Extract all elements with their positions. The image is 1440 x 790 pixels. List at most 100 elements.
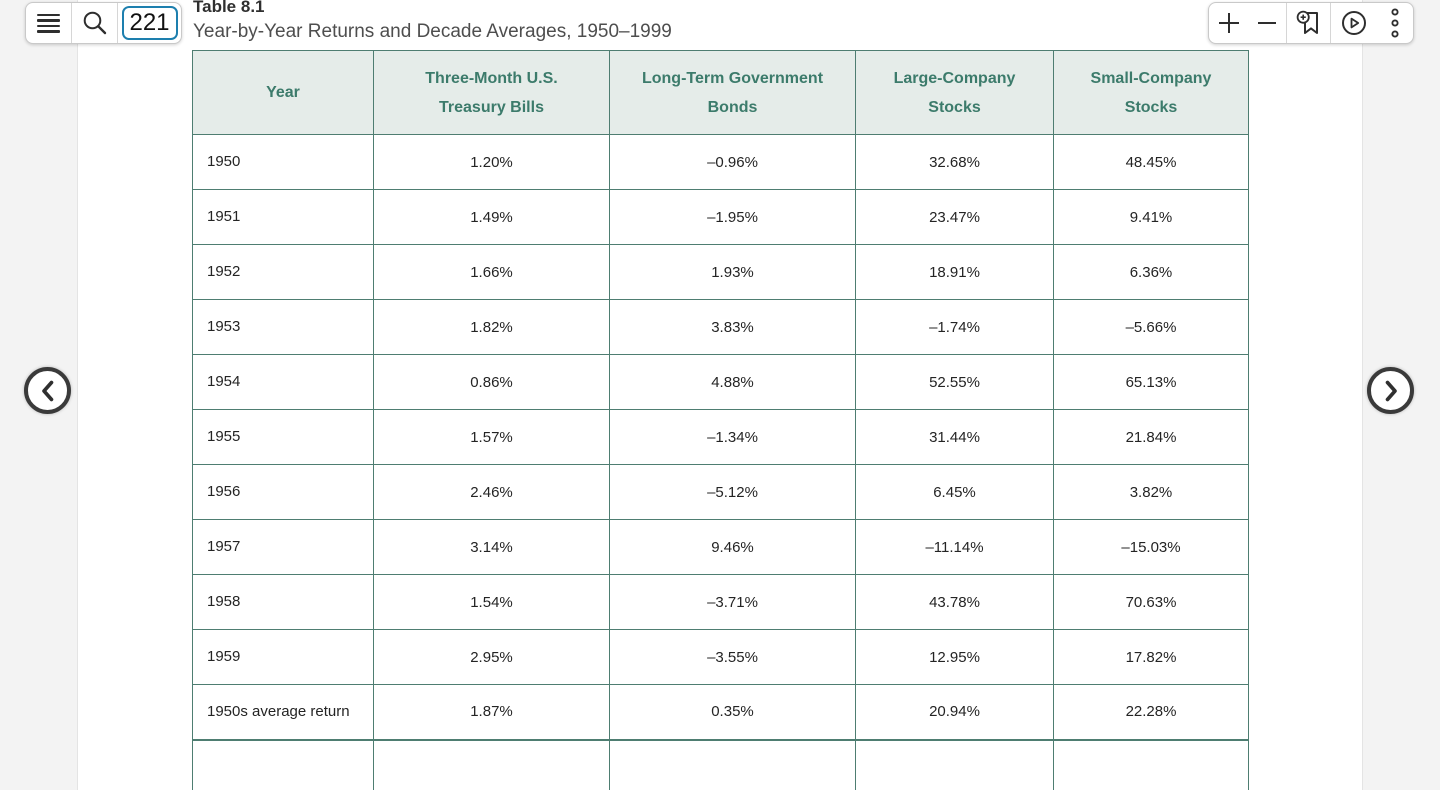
hamburger-icon bbox=[37, 13, 60, 33]
read-aloud-button[interactable] bbox=[1331, 3, 1378, 43]
column-header: Year bbox=[192, 50, 374, 135]
year-cell: 1951 bbox=[192, 189, 374, 245]
small-stock-cell: 17.82% bbox=[1053, 629, 1249, 685]
small-stock-cell: –5.66% bbox=[1053, 299, 1249, 355]
tbill-cell: 1.57% bbox=[373, 409, 610, 465]
table-row: 1953 1.82% 3.83% –1.74% –5.66% bbox=[192, 299, 1249, 355]
zoom-in-button[interactable] bbox=[1209, 3, 1249, 43]
year-cell: 1957 bbox=[192, 519, 374, 575]
large-stock-cell: 23.47% bbox=[855, 189, 1054, 245]
column-header: Long-Term Government Bonds bbox=[609, 50, 856, 135]
document-heading: Table 8.1 Year-by-Year Returns and Decad… bbox=[193, 0, 672, 45]
small-stock-cell bbox=[1053, 739, 1249, 790]
large-stock-cell: –1.74% bbox=[855, 299, 1054, 355]
chevron-left-icon bbox=[41, 380, 53, 401]
table-label: Table 8.1 bbox=[193, 0, 265, 16]
tbill-cell: 1.54% bbox=[373, 574, 610, 630]
large-stock-cell: 12.95% bbox=[855, 629, 1054, 685]
magnifier-icon bbox=[83, 11, 106, 35]
small-stock-cell: –15.03% bbox=[1053, 519, 1249, 575]
year-cell: 1952 bbox=[192, 244, 374, 300]
toolbar-divider bbox=[117, 3, 118, 43]
tbill-cell: 1.49% bbox=[373, 189, 610, 245]
tbill-cell: 1.82% bbox=[373, 299, 610, 355]
table-row: 1958 1.54% –3.71% 43.78% 70.63% bbox=[192, 574, 1249, 630]
returns-table: Year Three-Month U.S. Treasury Bills Long-… bbox=[192, 50, 1249, 790]
tbill-cell: 2.95% bbox=[373, 629, 610, 685]
table-row: 1957 3.14% 9.46% –11.14% –15.03% bbox=[192, 519, 1249, 575]
small-stock-cell: 21.84% bbox=[1053, 409, 1249, 465]
search-button[interactable] bbox=[72, 3, 117, 43]
year-cell: 1950 bbox=[192, 134, 374, 190]
tbill-cell: 3.14% bbox=[373, 519, 610, 575]
gov-bond-cell: –3.55% bbox=[609, 629, 856, 685]
table-row: 1950 1.20% –0.96% 32.68% 48.45% bbox=[192, 134, 1249, 190]
toolbar-divider bbox=[1286, 3, 1288, 43]
year-cell: 1950s average return bbox=[192, 684, 374, 741]
zoom-out-button[interactable] bbox=[1249, 3, 1287, 43]
gov-bond-cell: 1.93% bbox=[609, 244, 856, 300]
small-stock-cell: 22.28% bbox=[1053, 684, 1249, 741]
year-cell: 1956 bbox=[192, 464, 374, 520]
year-cell: 1958 bbox=[192, 574, 374, 630]
small-stock-cell: 70.63% bbox=[1053, 574, 1249, 630]
more-options-button[interactable] bbox=[1377, 3, 1413, 43]
table-row bbox=[192, 739, 1249, 790]
table-body: 1950 1.20% –0.96% 32.68% 48.45% 1951 1.4… bbox=[192, 134, 1249, 790]
table-row: 1954 0.86% 4.88% 52.55% 65.13% bbox=[192, 354, 1249, 410]
small-stock-cell: 48.45% bbox=[1053, 134, 1249, 190]
gov-bond-cell: –5.12% bbox=[609, 464, 856, 520]
small-stock-cell: 6.36% bbox=[1053, 244, 1249, 300]
gov-bond-cell bbox=[609, 739, 856, 790]
next-page-button[interactable] bbox=[1367, 367, 1414, 414]
large-stock-cell: 43.78% bbox=[855, 574, 1054, 630]
add-bookmark-button[interactable] bbox=[1287, 3, 1330, 43]
kebab-menu-icon bbox=[1391, 8, 1399, 38]
year-cell bbox=[192, 739, 374, 790]
large-stock-cell: –11.14% bbox=[855, 519, 1054, 575]
large-stock-cell: 31.44% bbox=[855, 409, 1054, 465]
year-cell: 1954 bbox=[192, 354, 374, 410]
column-header: Three-Month U.S. Treasury Bills bbox=[373, 50, 610, 135]
large-stock-cell: 32.68% bbox=[855, 134, 1054, 190]
gov-bond-cell: 9.46% bbox=[609, 519, 856, 575]
toolbar-divider bbox=[71, 3, 72, 43]
table-row: 1950s average return 1.87% 0.35% 20.94% … bbox=[192, 684, 1249, 741]
column-header: Small-Company Stocks bbox=[1053, 50, 1249, 135]
table-caption: Year-by-Year Returns and Decade Averages… bbox=[193, 21, 672, 42]
table-row: 1956 2.46% –5.12% 6.45% 3.82% bbox=[192, 464, 1249, 520]
gov-bond-cell: –0.96% bbox=[609, 134, 856, 190]
table-row: 1955 1.57% –1.34% 31.44% 21.84% bbox=[192, 409, 1249, 465]
gov-bond-cell: 0.35% bbox=[609, 684, 856, 741]
gov-bond-cell: 4.88% bbox=[609, 354, 856, 410]
tbill-cell: 1.66% bbox=[373, 244, 610, 300]
plus-icon bbox=[1218, 13, 1239, 33]
large-stock-cell bbox=[855, 739, 1054, 790]
large-stock-cell: 18.91% bbox=[855, 244, 1054, 300]
minus-icon bbox=[1258, 22, 1277, 24]
tbill-cell: 0.86% bbox=[373, 354, 610, 410]
tbill-cell bbox=[373, 739, 610, 790]
previous-page-button[interactable] bbox=[24, 367, 71, 414]
large-stock-cell: 52.55% bbox=[855, 354, 1054, 410]
toolbar-left bbox=[25, 2, 182, 44]
small-stock-cell: 9.41% bbox=[1053, 189, 1249, 245]
column-header: Large-Company Stocks bbox=[855, 50, 1054, 135]
toolbar-divider bbox=[1329, 3, 1331, 43]
year-cell: 1953 bbox=[192, 299, 374, 355]
chevron-right-icon bbox=[1385, 380, 1397, 401]
table-header-row: Year Three-Month U.S. Treasury Bills Long-… bbox=[192, 50, 1249, 135]
large-stock-cell: 20.94% bbox=[855, 684, 1054, 741]
page-number-input[interactable] bbox=[121, 6, 178, 40]
year-cell: 1955 bbox=[192, 409, 374, 465]
small-stock-cell: 65.13% bbox=[1053, 354, 1249, 410]
bookmark-add-icon bbox=[1296, 10, 1318, 34]
small-stock-cell: 3.82% bbox=[1053, 464, 1249, 520]
tbill-cell: 1.87% bbox=[373, 684, 610, 741]
menu-button[interactable] bbox=[26, 3, 71, 43]
table-row: 1959 2.95% –3.55% 12.95% 17.82% bbox=[192, 629, 1249, 685]
tbill-cell: 2.46% bbox=[373, 464, 610, 520]
year-cell: 1959 bbox=[192, 629, 374, 685]
gov-bond-cell: 3.83% bbox=[609, 299, 856, 355]
